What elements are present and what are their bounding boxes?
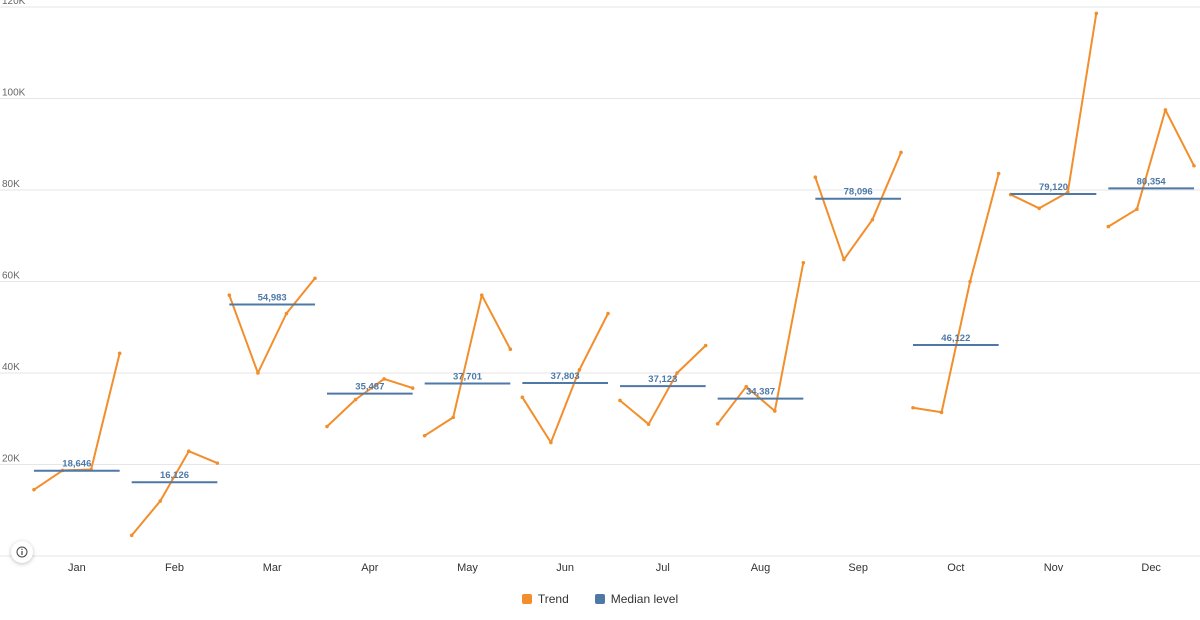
trend-point[interactable]	[479, 293, 484, 298]
info-icon	[16, 546, 28, 558]
trend-line-feb	[130, 450, 218, 537]
y-tick-label: 120K	[2, 0, 26, 7]
median-layer: 18,646 16,126 54,983 35,487 37,701 37,803 37,1…	[34, 176, 1194, 484]
trend-point[interactable]	[772, 409, 777, 413]
trend-point[interactable]	[1192, 163, 1196, 168]
info-button[interactable]	[11, 541, 33, 563]
x-tick-label: Apr	[361, 562, 378, 574]
trend-point[interactable]	[353, 397, 358, 402]
trend-point[interactable]	[911, 405, 915, 410]
x-tick-label: Oct	[947, 562, 964, 574]
trend-point[interactable]	[939, 410, 944, 415]
median-data-label: 35,487	[355, 382, 384, 393]
legend-label-median: Median level	[610, 592, 679, 606]
legend-swatch-trend	[521, 594, 532, 604]
trend-point[interactable]	[1135, 207, 1139, 212]
x-tick-label: Jan	[68, 562, 86, 574]
median-data-label: 37,701	[453, 372, 483, 383]
trend-point[interactable]	[227, 293, 232, 298]
median-data-label: 54,983	[258, 292, 287, 303]
trend-point[interactable]	[410, 386, 415, 390]
trend-point[interactable]	[451, 415, 456, 420]
median-data-label: 16,126	[160, 470, 189, 481]
x-tick-label: Nov	[1044, 562, 1064, 574]
trend-point[interactable]	[313, 276, 317, 281]
trend-point[interactable]	[382, 377, 386, 381]
legend-label-trend: Trend	[537, 592, 569, 606]
trend-line-sep	[814, 152, 902, 261]
trend-layer	[32, 11, 1196, 538]
trend-point[interactable]	[117, 351, 122, 356]
trend-point[interactable]	[870, 217, 875, 222]
trend-point[interactable]	[508, 347, 513, 352]
trend-point[interactable]	[284, 311, 289, 316]
median-data-label: 78,096	[844, 187, 873, 198]
median-data-label: 80,354	[1137, 176, 1167, 187]
trend-point[interactable]	[422, 433, 427, 438]
y-tick-label: 100K	[2, 88, 26, 99]
trend-point[interactable]	[577, 367, 582, 372]
x-tick-label: May	[457, 562, 478, 574]
trend-line-oct	[912, 173, 1000, 414]
median-data-label: 18,646	[62, 459, 91, 470]
trend-point[interactable]	[675, 371, 679, 375]
trend-point[interactable]	[256, 371, 260, 375]
median-data-label: 37,123	[648, 374, 677, 385]
trend-point[interactable]	[813, 175, 818, 179]
median-data-label: 79,120	[1039, 182, 1068, 193]
trend-point[interactable]	[215, 461, 220, 465]
trend-point[interactable]	[549, 440, 553, 445]
trend-point[interactable]	[842, 257, 846, 262]
median-data-label: 34,387	[746, 387, 775, 398]
trend-line-jun	[521, 313, 609, 444]
trend-line-apr	[326, 377, 414, 428]
x-tick-label: Feb	[165, 562, 184, 574]
trend-point[interactable]	[158, 499, 163, 503]
trend-point[interactable]	[606, 311, 610, 316]
trend-line-may	[424, 294, 512, 437]
trend-point[interactable]	[801, 260, 806, 265]
trend-point[interactable]	[899, 150, 903, 155]
x-tick-label: Mar	[263, 562, 282, 574]
trend-point[interactable]	[129, 533, 134, 538]
grid-layer	[0, 6, 1200, 557]
legend-swatch-median	[594, 594, 605, 604]
trend-line-nov	[1010, 13, 1098, 210]
trend-point[interactable]	[1163, 108, 1168, 112]
trend-point[interactable]	[744, 384, 749, 389]
median-data-label: 46,122	[941, 333, 970, 344]
trend-point[interactable]	[996, 171, 1001, 176]
y-tick-label: 80K	[2, 179, 20, 190]
x-tick-label: Aug	[751, 562, 771, 574]
x-tick-label: Jul	[656, 562, 670, 574]
trend-point[interactable]	[1106, 224, 1111, 229]
trend-point[interactable]	[968, 279, 972, 284]
trend-line-jul	[619, 344, 707, 426]
x-tick-label: Jun	[556, 562, 574, 574]
trend-point[interactable]	[646, 422, 651, 427]
x-tick-label: Dec	[1141, 562, 1161, 574]
legend: Trend Median level	[0, 592, 1200, 606]
trend-point[interactable]	[703, 343, 708, 348]
x-tick-label: Sep	[848, 562, 868, 574]
median-data-label: 37,803	[551, 371, 580, 382]
y-tick-label: 20K	[2, 454, 20, 465]
trend-point[interactable]	[1094, 11, 1099, 16]
trend-point[interactable]	[32, 487, 36, 492]
trend-point[interactable]	[1037, 206, 1042, 211]
axis-layer: 20K 40K 60K 80K 100K 120K Jan Feb Mar Apr May Jun Ju…	[2, 0, 1161, 574]
trend-line-dec	[1107, 108, 1195, 228]
trend-point[interactable]	[325, 424, 329, 429]
trend-point[interactable]	[715, 421, 720, 426]
y-tick-label: 40K	[2, 362, 20, 373]
legend-item-median[interactable]: Median level	[594, 592, 679, 606]
trend-point[interactable]	[520, 395, 525, 400]
trend-point[interactable]	[618, 398, 622, 403]
trend-point[interactable]	[186, 449, 191, 454]
y-tick-label: 60K	[2, 271, 20, 282]
legend-item-trend[interactable]: Trend	[521, 592, 569, 606]
trend-line-mar	[228, 277, 316, 374]
